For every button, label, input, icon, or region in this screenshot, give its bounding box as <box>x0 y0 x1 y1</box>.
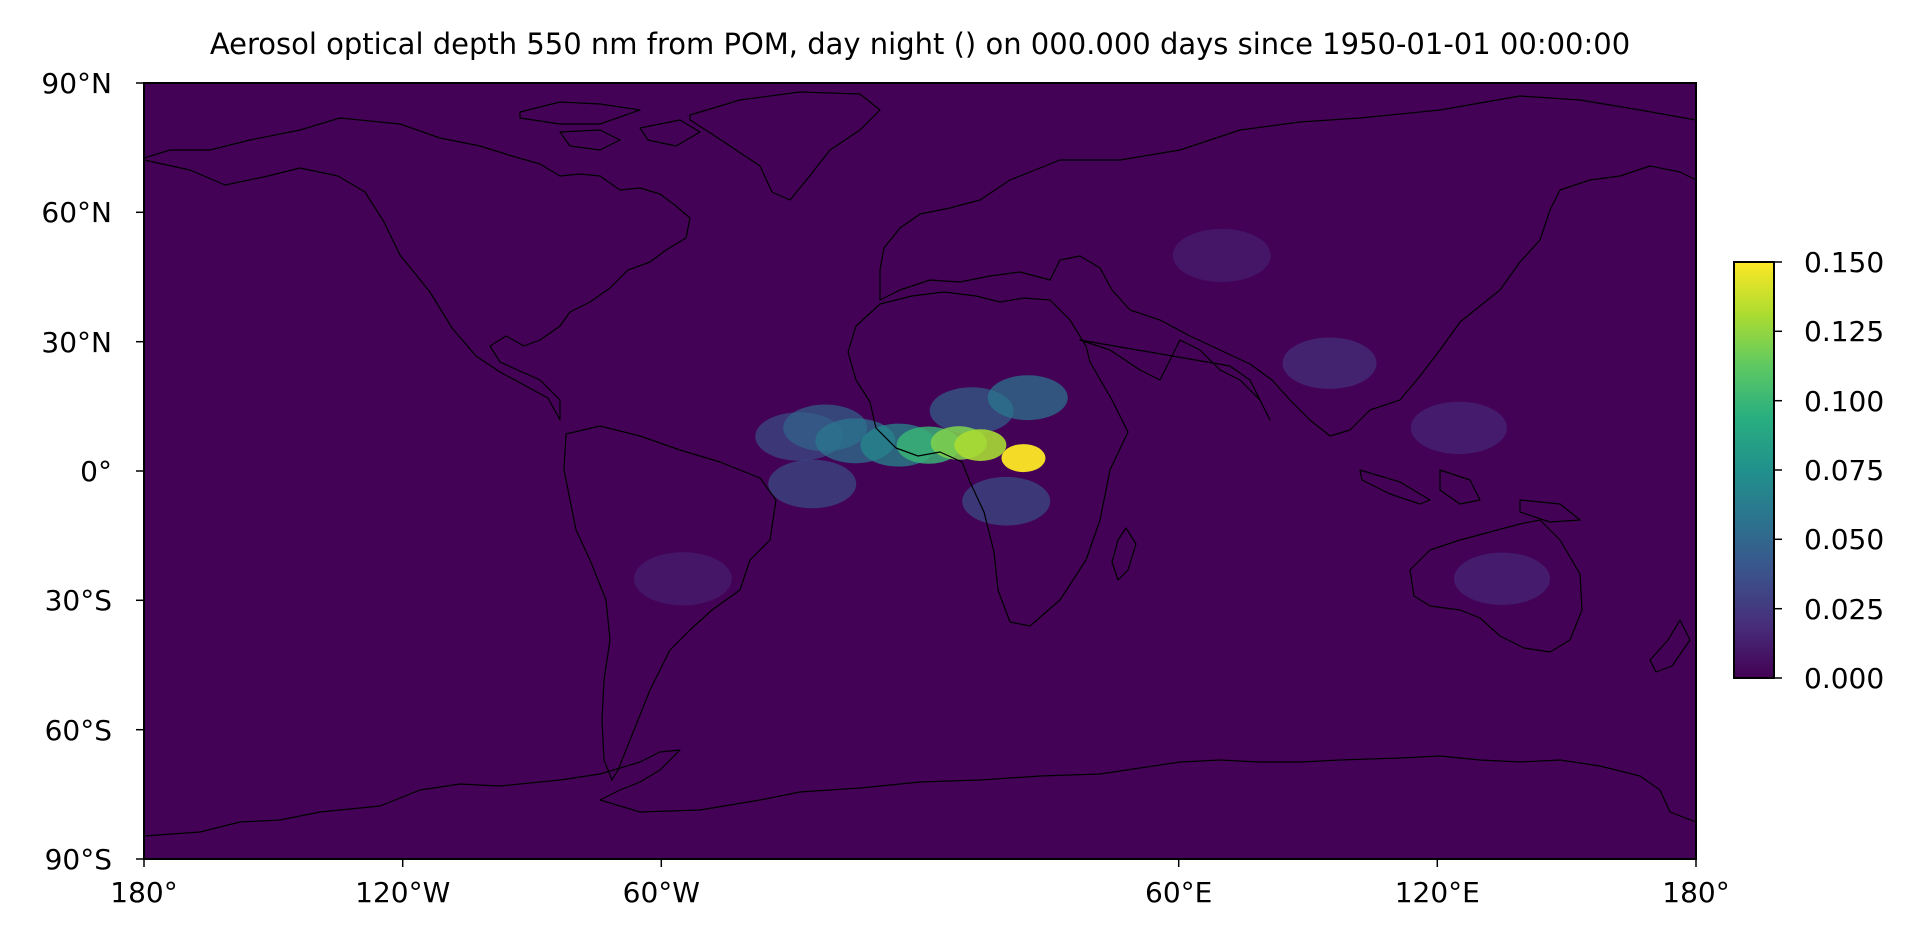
x-tick-180e: 180° <box>1662 859 1730 909</box>
plume-16 <box>633 552 732 606</box>
coastlines <box>144 91 1696 837</box>
x-axis: 180° 120°W 60°W 60°E 120°E 180° <box>110 859 1730 909</box>
y-tick-label-90n: 90°N <box>41 67 112 100</box>
coastline-north-america <box>144 117 691 421</box>
x-tick-180w: 180° <box>110 859 178 909</box>
coastline-indonesia <box>1359 469 1581 523</box>
plume-13 <box>1410 401 1507 455</box>
colorbar-tick-label-1: 0.025 <box>1804 593 1884 626</box>
colorbar-tick-label-0: 0.000 <box>1804 662 1884 695</box>
plume-8 <box>768 459 857 509</box>
y-tick-label-60n: 60°N <box>41 196 112 229</box>
y-tick-30s: 30°S <box>45 584 144 617</box>
map-background <box>144 83 1696 859</box>
plume-15 <box>1172 228 1271 283</box>
coastline-antarctica <box>144 749 1696 837</box>
y-tick-label-90s: 90°S <box>45 843 112 876</box>
colorbar-tick-5: 0.125 <box>1774 315 1884 348</box>
x-tick-120w: 120°W <box>355 859 450 909</box>
coastline-arctic-islands <box>519 101 701 151</box>
colorbar-gradient <box>1733 261 1775 679</box>
x-tick-label-180w: 180° <box>110 876 177 909</box>
colorbar-tick-4: 0.100 <box>1774 385 1884 418</box>
y-tick-label-0: 0° <box>80 455 112 488</box>
colorbar-tick-label-6: 0.150 <box>1804 246 1884 279</box>
coastline-south-america <box>563 425 777 781</box>
colorbar-tick-1: 0.025 <box>1774 593 1884 626</box>
plume-11 <box>962 476 1051 526</box>
y-tick-label-30n: 30°N <box>41 326 112 359</box>
colorbar-tick-label-5: 0.125 <box>1804 315 1884 348</box>
colorbar-tick-2: 0.050 <box>1774 523 1884 556</box>
coastline-greenland <box>689 91 881 201</box>
x-tick-120e: 120°E <box>1395 859 1480 909</box>
coastline-madagascar <box>1111 527 1137 581</box>
y-tick-60n: 60°N <box>41 196 144 229</box>
x-tick-60w: 60°W <box>623 859 700 909</box>
x-tick-label-60w: 60°W <box>623 876 700 909</box>
plume-1 <box>954 429 1007 461</box>
coastline-eurasia <box>879 95 1696 437</box>
colorbar-tick-label-2: 0.050 <box>1804 523 1884 556</box>
y-tick-90s: 90°S <box>45 843 144 876</box>
x-tick-60e: 60°E <box>1145 859 1212 909</box>
y-axis: 90°N 60°N 30°N 0° 30°S 60°S 90°S <box>41 67 144 876</box>
x-tick-label-60e: 60°E <box>1145 876 1212 909</box>
x-tick-label-120w: 120°W <box>355 876 450 909</box>
y-tick-90n: 90°N <box>41 67 144 100</box>
plume-9 <box>987 375 1068 421</box>
colorbar-tick-3: 0.075 <box>1774 454 1884 487</box>
coastline-africa-eurasia <box>847 291 1129 627</box>
colorbar-tick-label-3: 0.075 <box>1804 454 1884 487</box>
coastline-arabia-india <box>1079 339 1271 421</box>
x-tick-label-180e: 180° <box>1662 876 1729 909</box>
plume-12 <box>1282 337 1377 389</box>
coastline-australia <box>1409 519 1583 653</box>
colorbar: 0.000 0.025 0.050 0.075 0.100 0.125 0.15… <box>1733 246 1884 695</box>
colorbar-tick-6: 0.150 <box>1774 246 1884 279</box>
plume-14 <box>1454 552 1550 605</box>
colorbar-tick-0: 0.000 <box>1774 662 1884 695</box>
plume-0 <box>1001 444 1046 473</box>
x-tick-label-120e: 120°E <box>1395 876 1480 909</box>
y-tick-0: 0° <box>80 455 144 488</box>
y-tick-60s: 60°S <box>45 714 144 747</box>
map-area <box>143 82 1697 860</box>
colorbar-tick-label-4: 0.100 <box>1804 385 1884 418</box>
y-tick-30n: 30°N <box>41 326 144 359</box>
chart-title: Aerosol optical depth 550 nm from POM, d… <box>210 27 1630 61</box>
y-tick-label-60s: 60°S <box>45 714 112 747</box>
y-tick-label-30s: 30°S <box>45 584 112 617</box>
coastline-new-zealand <box>1649 619 1691 673</box>
